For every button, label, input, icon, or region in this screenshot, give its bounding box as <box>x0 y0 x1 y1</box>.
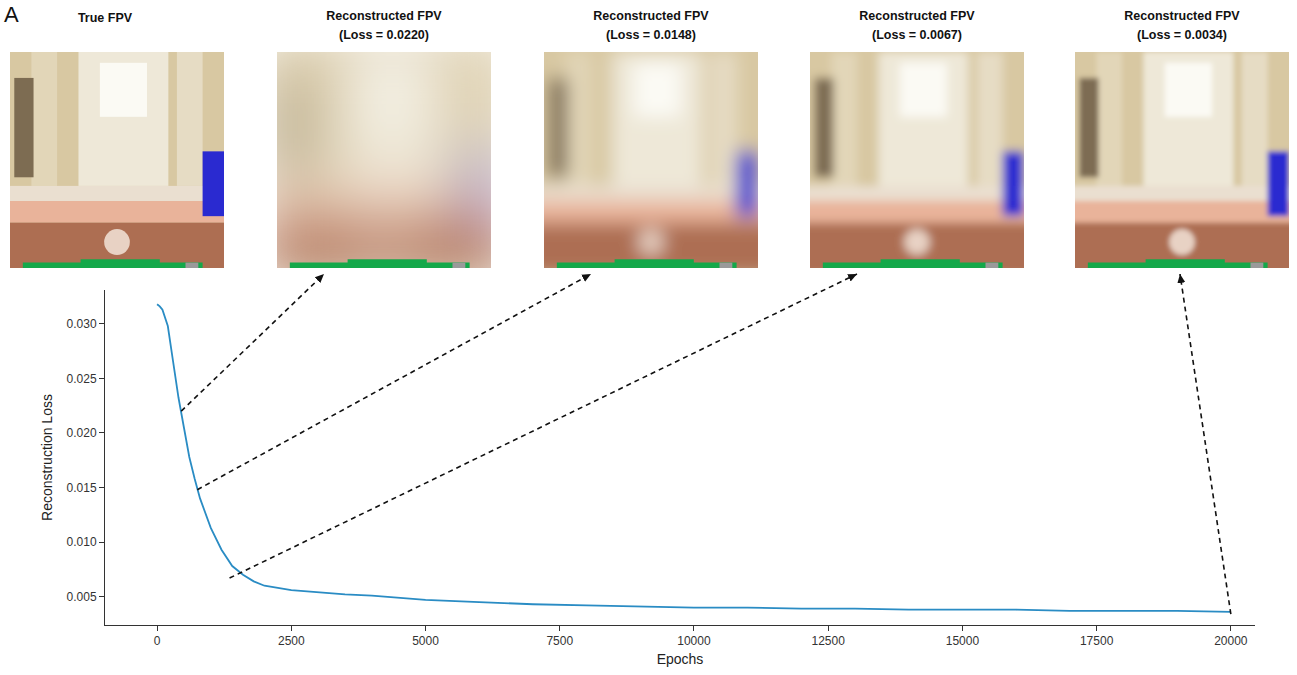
svg-text:A: A <box>4 2 19 27</box>
svg-text:True FPV: True FPV <box>78 11 133 25</box>
svg-text:0.025: 0.025 <box>67 372 97 386</box>
svg-text:Reconstructed FPV: Reconstructed FPV <box>593 9 709 23</box>
svg-text:0.015: 0.015 <box>67 481 97 495</box>
svg-text:20000: 20000 <box>1214 634 1248 648</box>
svg-text:(Loss = 0.0067): (Loss = 0.0067) <box>872 28 962 42</box>
svg-text:(Loss = 0.0220): (Loss = 0.0220) <box>339 28 429 42</box>
svg-text:Epochs: Epochs <box>657 651 704 667</box>
svg-text:(Loss = 0.0034): (Loss = 0.0034) <box>1137 28 1227 42</box>
svg-text:0.030: 0.030 <box>67 317 97 331</box>
svg-text:0.020: 0.020 <box>67 426 97 440</box>
svg-text:0: 0 <box>154 634 161 648</box>
svg-text:Reconstructed FPV: Reconstructed FPV <box>326 9 442 23</box>
svg-text:0.005: 0.005 <box>67 590 97 604</box>
svg-text:Reconstructed FPV: Reconstructed FPV <box>1124 9 1240 23</box>
svg-text:5000: 5000 <box>412 634 439 648</box>
svg-text:2500: 2500 <box>278 634 305 648</box>
svg-text:12500: 12500 <box>811 634 845 648</box>
svg-text:(Loss = 0.0148): (Loss = 0.0148) <box>606 28 696 42</box>
svg-text:7500: 7500 <box>546 634 573 648</box>
svg-text:17500: 17500 <box>1080 634 1114 648</box>
svg-text:15000: 15000 <box>946 634 980 648</box>
svg-text:0.010: 0.010 <box>67 535 97 549</box>
svg-text:Reconstruction Loss: Reconstruction Loss <box>39 394 55 521</box>
svg-text:10000: 10000 <box>677 634 711 648</box>
svg-text:Reconstructed FPV: Reconstructed FPV <box>859 9 975 23</box>
